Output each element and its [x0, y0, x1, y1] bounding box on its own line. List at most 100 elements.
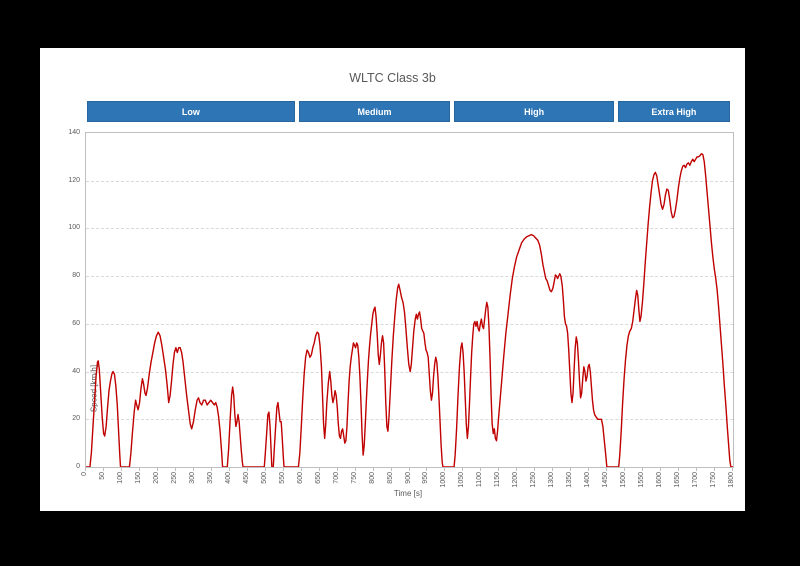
x-tick-label: 1600: [656, 472, 664, 488]
phase-band-row: Low Medium High Extra High: [85, 101, 732, 122]
phase-band-low: Low: [87, 101, 295, 122]
x-tick-mark: [138, 467, 140, 471]
x-tick-label: 1550: [638, 472, 646, 488]
y-tick-label: 100: [68, 224, 80, 232]
x-tick-label: 300: [188, 472, 196, 484]
x-tick-label: 100: [116, 472, 124, 484]
gridline: [86, 180, 733, 182]
x-tick-mark: [372, 467, 374, 471]
x-tick-label: 1400: [584, 472, 592, 488]
phase-band-high: High: [454, 101, 614, 122]
gridline: [86, 371, 733, 373]
x-tick-label: 1350: [566, 472, 574, 488]
x-tick-mark: [552, 467, 554, 471]
phase-band-label: Extra High: [651, 106, 697, 117]
gridline: [86, 228, 733, 230]
x-tick-mark: [120, 467, 122, 471]
x-tick-label: 1450: [602, 472, 610, 488]
y-tick-label: 0: [76, 463, 80, 470]
x-tick-mark: [660, 467, 662, 471]
x-tick-mark: [336, 467, 338, 471]
x-tick-label: 1750: [710, 472, 718, 488]
chart-title: WLTC Class 3b: [349, 71, 436, 85]
x-tick-mark: [480, 467, 482, 471]
x-tick-label: 400: [224, 472, 232, 484]
x-tick-mark: [426, 467, 428, 471]
phase-band-label: Low: [181, 106, 200, 117]
x-tick-label: 0: [81, 472, 88, 476]
x-tick-mark: [534, 467, 536, 471]
x-tick-label: 1700: [692, 472, 700, 488]
x-tick-label: 1250: [530, 472, 538, 488]
x-tick-label: 150: [134, 472, 142, 484]
x-tick-mark: [714, 467, 716, 471]
x-tick-label: 700: [332, 472, 340, 484]
x-tick-label: 950: [422, 472, 430, 484]
x-tick-mark: [192, 467, 194, 471]
x-tick-mark: [570, 467, 572, 471]
x-tick-mark: [210, 467, 212, 471]
speed-trace-canvas: [86, 153, 733, 467]
y-tick-label: 60: [72, 319, 80, 327]
x-tick-label: 1000: [440, 472, 448, 488]
x-tick-mark: [642, 467, 644, 471]
x-tick-label: 1100: [476, 472, 484, 488]
x-tick-label: 750: [350, 472, 358, 484]
x-tick-mark: [678, 467, 680, 471]
gridline: [86, 276, 733, 278]
x-tick-label: 1500: [620, 472, 628, 488]
y-tick-label: 80: [72, 272, 80, 280]
x-tick-label: 550: [278, 472, 286, 484]
phase-band-label: Medium: [357, 106, 392, 117]
y-tick-label: 20: [72, 415, 80, 423]
x-tick-mark: [246, 467, 248, 471]
x-tick-label: 650: [314, 472, 322, 484]
x-tick-mark: [102, 467, 104, 471]
x-tick-mark: [156, 467, 158, 471]
plot-area: Speed [km/h]: [85, 132, 734, 468]
x-tick-mark: [462, 467, 464, 471]
x-tick-mark: [174, 467, 176, 471]
x-tick-mark: [354, 467, 356, 471]
x-tick-mark: [732, 467, 733, 471]
speed-trace-line: [86, 153, 733, 467]
x-tick-mark: [318, 467, 320, 471]
x-tick-mark: [264, 467, 266, 471]
x-tick-mark: [696, 467, 698, 471]
x-tick-mark: [498, 467, 500, 471]
x-tick-label: 900: [404, 472, 412, 484]
x-tick-mark: [282, 467, 284, 471]
x-tick-label: 1050: [458, 472, 466, 488]
x-tick-label: 1150: [494, 472, 502, 488]
x-tick-mark: [588, 467, 590, 471]
x-tick-label: 250: [170, 472, 178, 484]
y-tick-label: 140: [68, 129, 80, 136]
chart-panel: WLTC Class 3b Low Medium High Extra High Sp…: [40, 48, 745, 511]
y-tick-label: 40: [72, 367, 80, 375]
phase-band-label: High: [524, 106, 545, 117]
x-tick-label: 1650: [674, 472, 682, 488]
x-tick-mark: [85, 467, 86, 471]
x-tick-mark: [390, 467, 392, 471]
x-tick-label: 450: [242, 472, 250, 484]
x-tick-label: 200: [152, 472, 160, 484]
gridline: [86, 419, 733, 421]
x-tick-label: 1300: [548, 472, 556, 488]
gridline: [86, 323, 733, 325]
x-tick-label: 1800: [728, 472, 735, 488]
x-tick-mark: [606, 467, 608, 471]
x-tick-mark: [408, 467, 410, 471]
x-tick-label: 350: [206, 472, 214, 484]
x-tick-label: 600: [296, 472, 304, 484]
x-tick-mark: [624, 467, 626, 471]
x-tick-mark: [228, 467, 230, 471]
phase-band-medium: Medium: [298, 101, 451, 122]
x-tick-label: 800: [368, 472, 376, 484]
x-tick-mark: [444, 467, 446, 471]
y-tick-label: 120: [68, 176, 80, 184]
x-tick-mark: [516, 467, 518, 471]
x-axis-title: Time [s]: [393, 489, 423, 498]
x-tick-mark: [300, 467, 302, 471]
phase-band-extra-high: Extra High: [617, 101, 730, 122]
